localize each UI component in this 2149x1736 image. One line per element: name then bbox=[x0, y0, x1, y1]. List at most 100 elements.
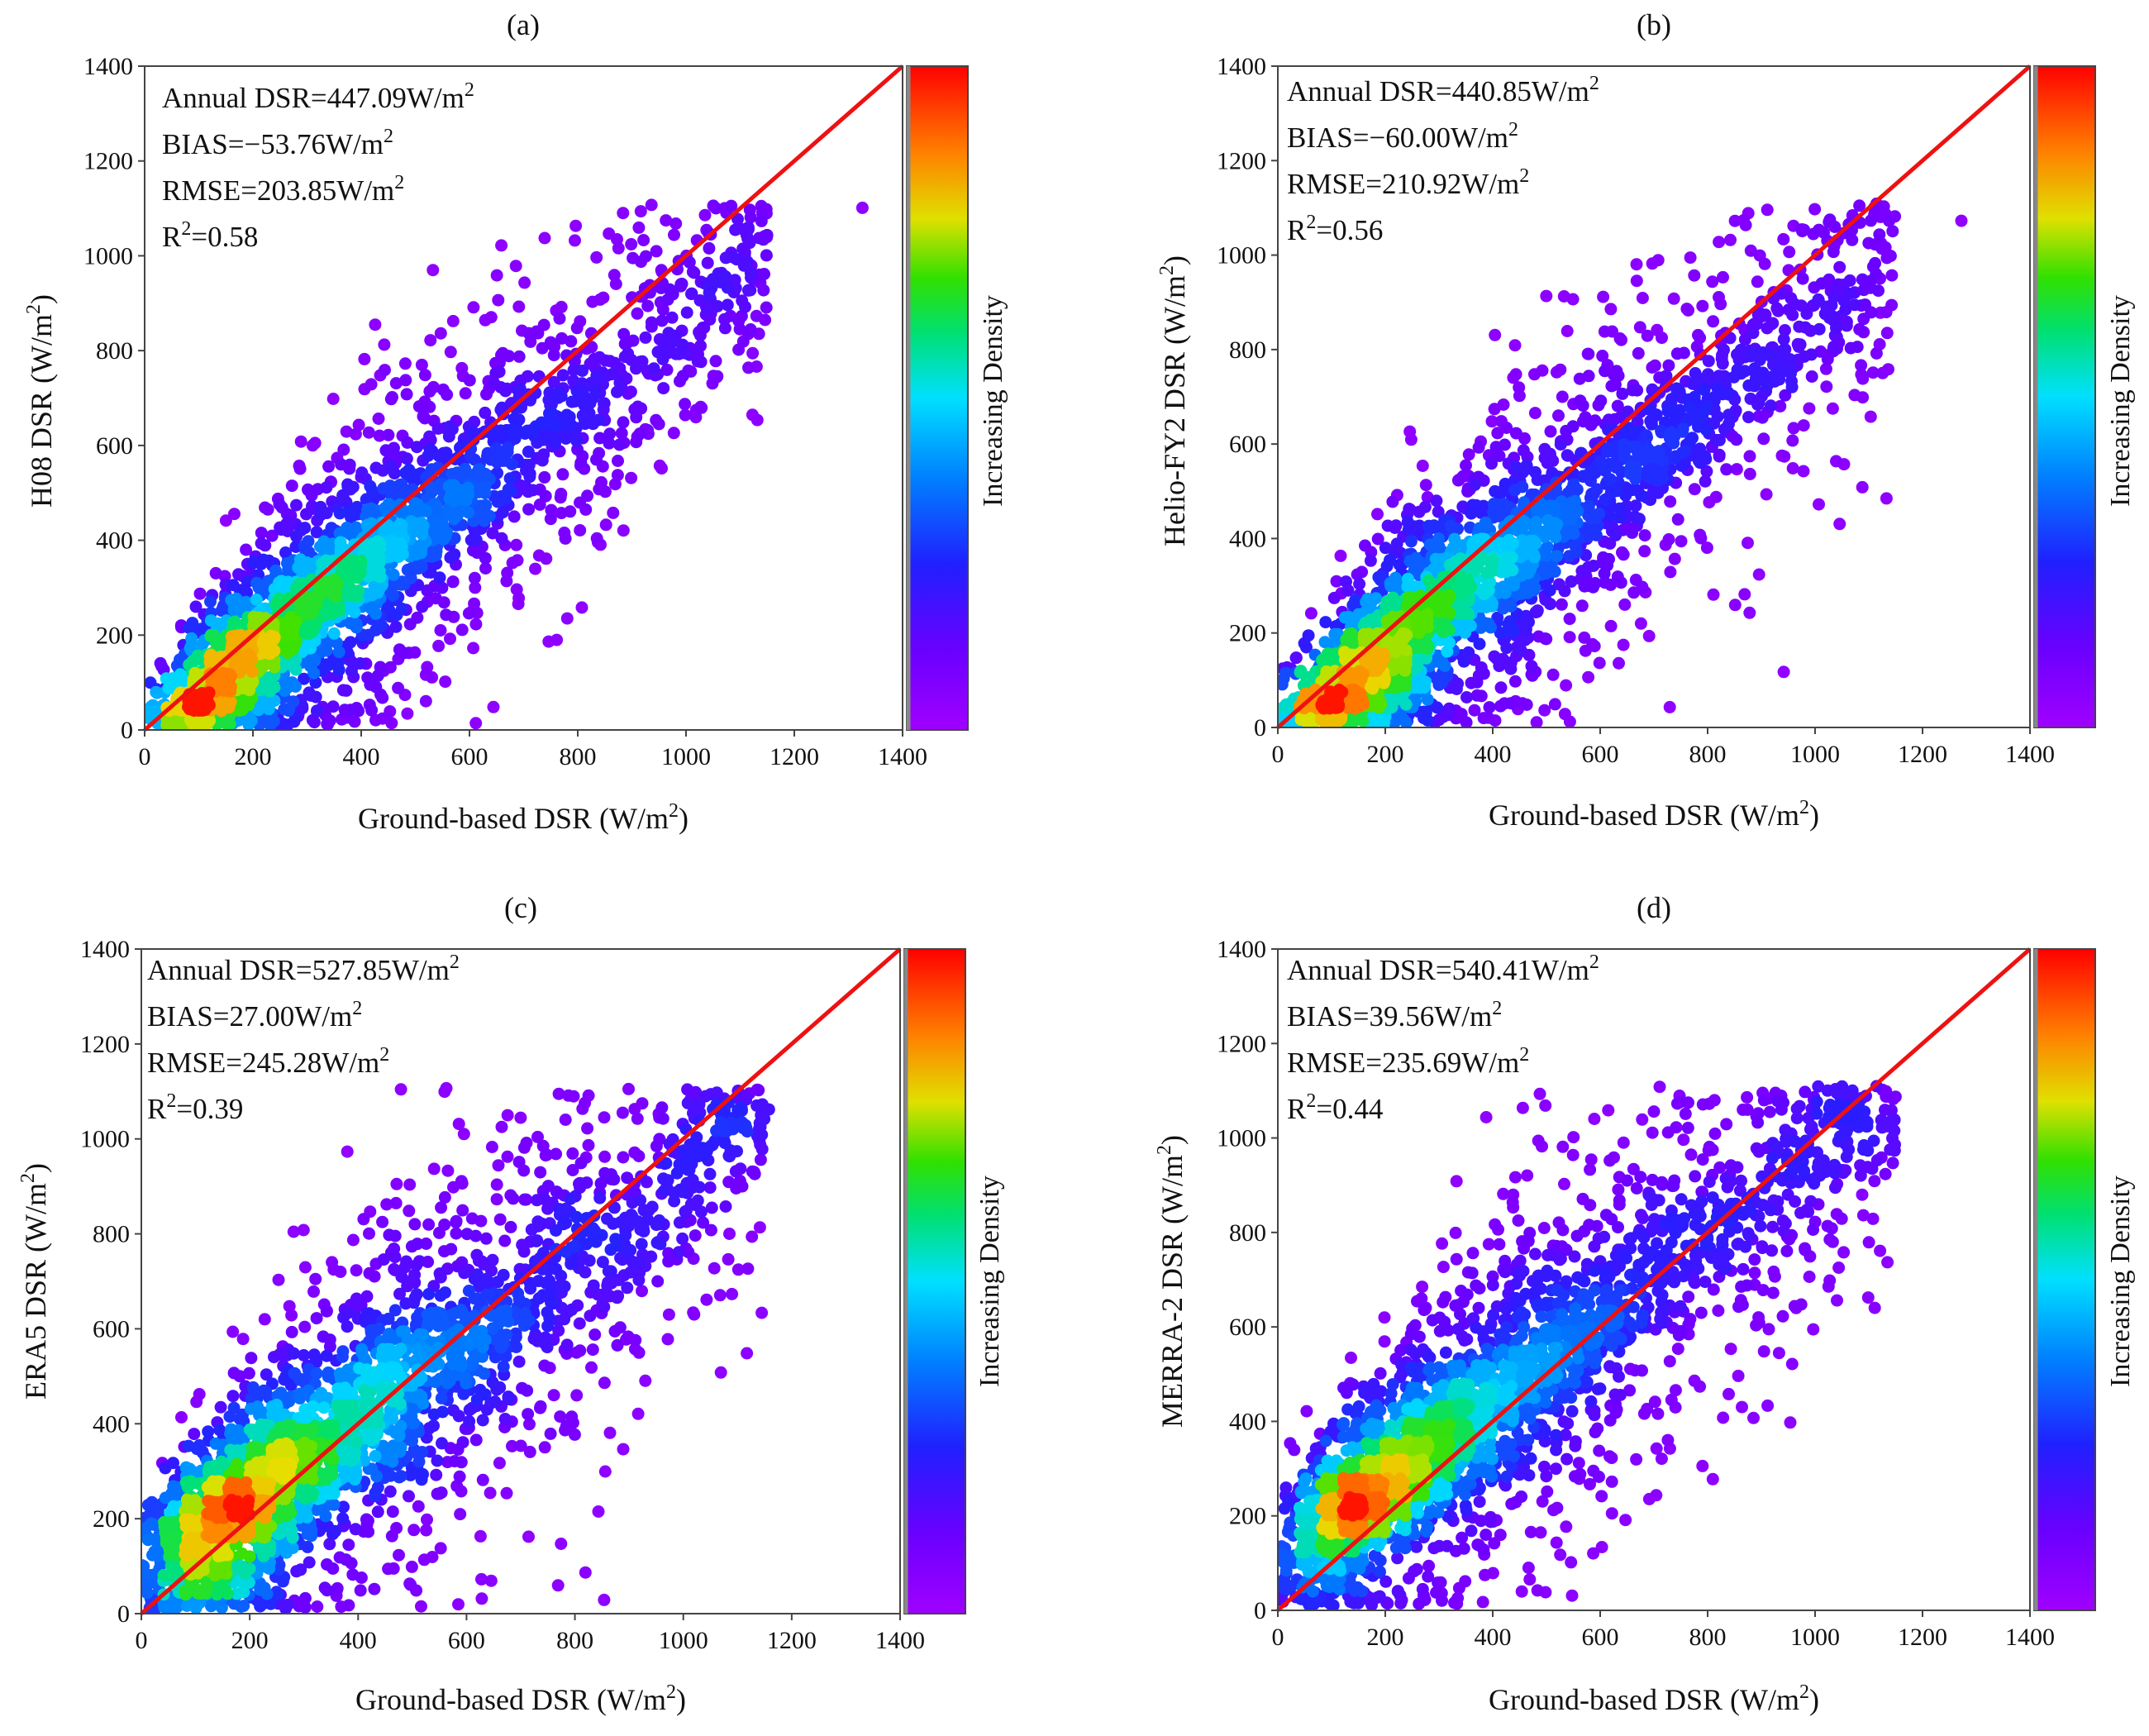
scatter-point bbox=[1544, 425, 1557, 438]
scatter-point bbox=[553, 386, 566, 399]
scatter-point bbox=[410, 441, 423, 454]
scatter-point bbox=[755, 214, 768, 227]
scatter-point bbox=[1558, 708, 1571, 721]
scatter-point bbox=[423, 443, 436, 456]
scatter-point bbox=[486, 527, 499, 540]
scatter-point bbox=[1611, 570, 1624, 584]
scatter-point bbox=[1552, 409, 1565, 422]
scatter-point bbox=[625, 238, 638, 250]
bias-label: BIAS=−53.76W/m2 bbox=[162, 126, 393, 160]
scatter-point bbox=[1601, 445, 1614, 458]
scatter-point bbox=[444, 551, 457, 564]
scatter-point bbox=[1698, 384, 1711, 397]
scatter-point bbox=[1334, 549, 1347, 562]
scatter-point bbox=[1472, 441, 1485, 454]
scatter-point bbox=[293, 557, 307, 570]
scatter-point bbox=[1409, 551, 1422, 565]
scatter-point bbox=[418, 369, 431, 382]
scatter-point bbox=[1593, 656, 1606, 670]
scatter-point bbox=[718, 322, 731, 335]
scatter-point bbox=[401, 707, 414, 720]
scatter-point bbox=[283, 702, 296, 715]
scatter-point bbox=[1771, 370, 1784, 383]
scatter-point bbox=[1530, 516, 1543, 529]
scatter-point bbox=[293, 460, 306, 472]
scatter-point bbox=[532, 549, 546, 562]
scatter-point bbox=[1664, 565, 1677, 579]
scatter-point bbox=[1734, 343, 1747, 356]
scatter-point bbox=[1730, 463, 1743, 476]
scatter-point bbox=[308, 654, 322, 667]
y-tick-label: 1200 bbox=[83, 148, 133, 175]
scatter-point bbox=[1563, 631, 1576, 644]
scatter-point bbox=[598, 398, 611, 410]
scatter-point bbox=[1435, 553, 1448, 566]
scatter-point bbox=[1363, 595, 1376, 608]
scatter-point bbox=[1563, 613, 1576, 626]
scatter-point bbox=[512, 300, 526, 313]
scatter-point bbox=[285, 479, 298, 493]
scatter-point bbox=[269, 564, 282, 577]
scatter-point bbox=[1473, 637, 1486, 651]
scatter-point bbox=[1480, 601, 1493, 614]
scatter-point bbox=[1422, 574, 1435, 587]
scatter-point bbox=[1328, 627, 1341, 641]
scatter-point bbox=[215, 604, 228, 618]
scatter-point bbox=[760, 249, 773, 262]
scatter-point bbox=[1582, 670, 1595, 684]
scatter-point bbox=[1489, 328, 1502, 341]
scatter-point bbox=[569, 219, 583, 232]
scatter-point bbox=[349, 619, 361, 632]
scatter-point bbox=[657, 349, 670, 362]
scatter-point bbox=[1820, 380, 1833, 393]
scatter-point bbox=[352, 584, 365, 598]
scatter-point bbox=[1713, 236, 1726, 249]
scatter-point bbox=[1597, 290, 1610, 303]
scatter-point bbox=[222, 676, 235, 689]
scatter-point bbox=[1450, 683, 1463, 695]
scatter-point bbox=[676, 338, 689, 351]
scatter-point bbox=[1840, 315, 1853, 328]
scatter-point bbox=[1632, 346, 1645, 360]
scatter-point bbox=[479, 470, 493, 483]
scatter-point bbox=[1633, 321, 1646, 334]
scatter-point bbox=[1630, 258, 1643, 271]
scatter-point bbox=[436, 451, 450, 464]
scatter-point bbox=[1787, 422, 1800, 435]
scatter-point bbox=[1613, 511, 1626, 524]
scatter-point bbox=[376, 712, 389, 725]
scatter-point bbox=[578, 398, 591, 412]
scatter-point bbox=[1399, 653, 1413, 666]
scatter-point bbox=[1443, 623, 1456, 637]
scatter-point bbox=[1575, 565, 1589, 578]
scatter-point bbox=[1724, 233, 1737, 246]
scatter-point bbox=[506, 556, 519, 570]
scatter-point bbox=[587, 391, 600, 404]
scatter-point bbox=[1330, 575, 1343, 588]
scatter-point bbox=[1525, 660, 1538, 673]
scatter-point bbox=[362, 426, 375, 439]
scatter-point bbox=[1575, 599, 1589, 613]
scatter-point bbox=[1872, 284, 1885, 298]
scatter-point bbox=[679, 408, 692, 422]
scatter-point bbox=[479, 562, 492, 575]
scatter-point bbox=[490, 269, 503, 282]
scatter-point bbox=[298, 672, 311, 685]
scatter-point bbox=[505, 458, 518, 470]
scatter-point bbox=[388, 467, 401, 480]
scatter-point bbox=[1351, 568, 1364, 581]
scatter-point bbox=[1668, 552, 1681, 565]
scatter-point bbox=[1786, 308, 1799, 322]
scatter-point bbox=[1551, 550, 1564, 563]
y-tick-label: 1400 bbox=[83, 53, 133, 80]
scatter-point bbox=[1746, 327, 1760, 340]
scatter-point bbox=[1279, 666, 1293, 680]
scatter-point bbox=[287, 642, 300, 656]
scatter-point bbox=[1870, 346, 1883, 360]
scatter-point bbox=[272, 592, 285, 605]
scatter-point bbox=[257, 553, 270, 566]
scatter-point bbox=[1691, 448, 1704, 461]
scatter-point bbox=[685, 288, 698, 301]
scatter-point bbox=[1615, 333, 1627, 346]
scatter-point bbox=[354, 657, 367, 670]
